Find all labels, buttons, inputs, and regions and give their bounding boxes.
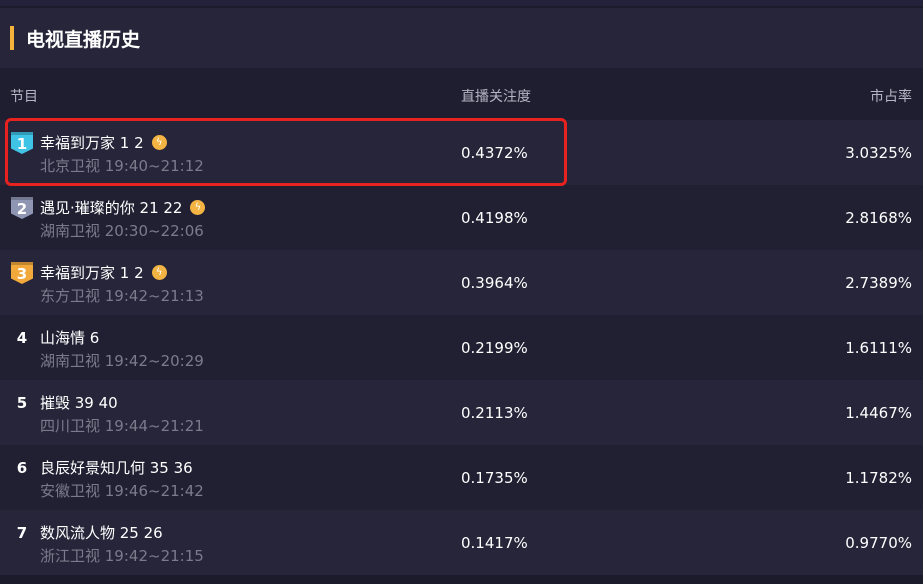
table-row[interactable]: 1 幸福到万家 1 2 ϟ 北京卫视 19:40~21:12 0.4372% 3.…	[0, 120, 923, 185]
rank-badge: 5	[16, 394, 28, 412]
share-value: 2.7389%	[845, 274, 912, 292]
program-title: 遇见·璀璨的你 21 22	[40, 199, 183, 217]
table-row[interactable]: 2 遇见·璀璨的你 21 22 ϟ 湖南卫视 20:30~22:06 0.4198…	[0, 185, 923, 250]
channel-time: 湖南卫视 19:42~20:29	[40, 352, 204, 370]
share-value: 1.6111%	[845, 339, 912, 357]
program-name[interactable]: 幸福到万家 1 2 ϟ	[40, 132, 167, 153]
program-name[interactable]: 幸福到万家 1 2 ϟ	[40, 262, 167, 283]
column-share: 市占率	[870, 89, 912, 105]
live-coin-icon: ϟ	[151, 265, 167, 280]
channel-time: 四川卫视 19:44~21:21	[40, 417, 204, 435]
share-value: 0.9770%	[845, 534, 912, 552]
top-strip	[0, 0, 923, 6]
column-program: 节目	[10, 89, 38, 105]
rank-badge: 6	[16, 459, 28, 477]
column-attention: 直播关注度	[461, 89, 531, 105]
section-header: 电视直播历史	[0, 8, 923, 68]
program-name[interactable]: 山海情 6	[40, 327, 99, 348]
program-title: 幸福到万家 1 2	[40, 134, 144, 152]
share-value: 3.0325%	[845, 144, 912, 162]
rank-badge: 4	[16, 329, 28, 347]
rank-badge: 3	[11, 262, 33, 284]
program-name[interactable]: 数风流人物 25 26	[40, 522, 163, 543]
attention-value: 0.1417%	[461, 534, 528, 552]
attention-value: 0.4372%	[461, 144, 528, 162]
table-header: 节目 直播关注度 市占率	[0, 68, 923, 120]
channel-time: 北京卫视 19:40~21:12	[40, 157, 204, 175]
channel-time: 东方卫视 19:42~21:13	[40, 287, 204, 305]
channel-time: 湖南卫视 20:30~22:06	[40, 222, 204, 240]
live-coin-icon: ϟ	[151, 135, 167, 150]
table-row[interactable]: 6 良辰好景知几何 35 36 安徽卫视 19:46~21:42 0.1735%…	[0, 445, 923, 510]
program-title: 山海情 6	[40, 329, 100, 347]
share-value: 2.8168%	[845, 209, 912, 227]
program-name[interactable]: 摧毁 39 40	[40, 392, 118, 413]
rank-badge: 2	[11, 197, 33, 219]
channel-time: 浙江卫视 19:42~21:15	[40, 547, 204, 565]
program-title: 幸福到万家 1 2	[40, 264, 144, 282]
live-coin-icon: ϟ	[190, 200, 206, 215]
rank-badge: 1	[11, 132, 33, 154]
attention-value: 0.2199%	[461, 339, 528, 357]
share-value: 1.4467%	[845, 404, 912, 422]
program-name[interactable]: 良辰好景知几何 35 36	[40, 457, 193, 478]
attention-value: 0.1735%	[461, 469, 528, 487]
table-row[interactable]: 3 幸福到万家 1 2 ϟ 东方卫视 19:42~21:13 0.3964% 2.…	[0, 250, 923, 315]
table-row[interactable]: 7 数风流人物 25 26 浙江卫视 19:42~21:15 0.1417% 0…	[0, 510, 923, 575]
section-title: 电视直播历史	[26, 28, 141, 51]
program-title: 摧毁 39 40	[40, 394, 118, 412]
channel-time: 安徽卫视 19:46~21:42	[40, 482, 204, 500]
accent-bar	[10, 26, 14, 50]
rank-badge: 7	[16, 524, 28, 542]
highlight-box	[5, 118, 567, 186]
attention-value: 0.3964%	[461, 274, 528, 292]
share-value: 1.1782%	[845, 469, 912, 487]
table-row[interactable]: 5 摧毁 39 40 四川卫视 19:44~21:21 0.2113% 1.44…	[0, 380, 923, 445]
attention-value: 0.2113%	[461, 404, 528, 422]
program-title: 良辰好景知几何 35 36	[40, 459, 193, 477]
program-title: 数风流人物 25 26	[40, 524, 163, 542]
program-name[interactable]: 遇见·璀璨的你 21 22 ϟ	[40, 197, 206, 218]
table-row[interactable]: 4 山海情 6 湖南卫视 19:42~20:29 0.2199% 1.6111%	[0, 315, 923, 380]
attention-value: 0.4198%	[461, 209, 528, 227]
